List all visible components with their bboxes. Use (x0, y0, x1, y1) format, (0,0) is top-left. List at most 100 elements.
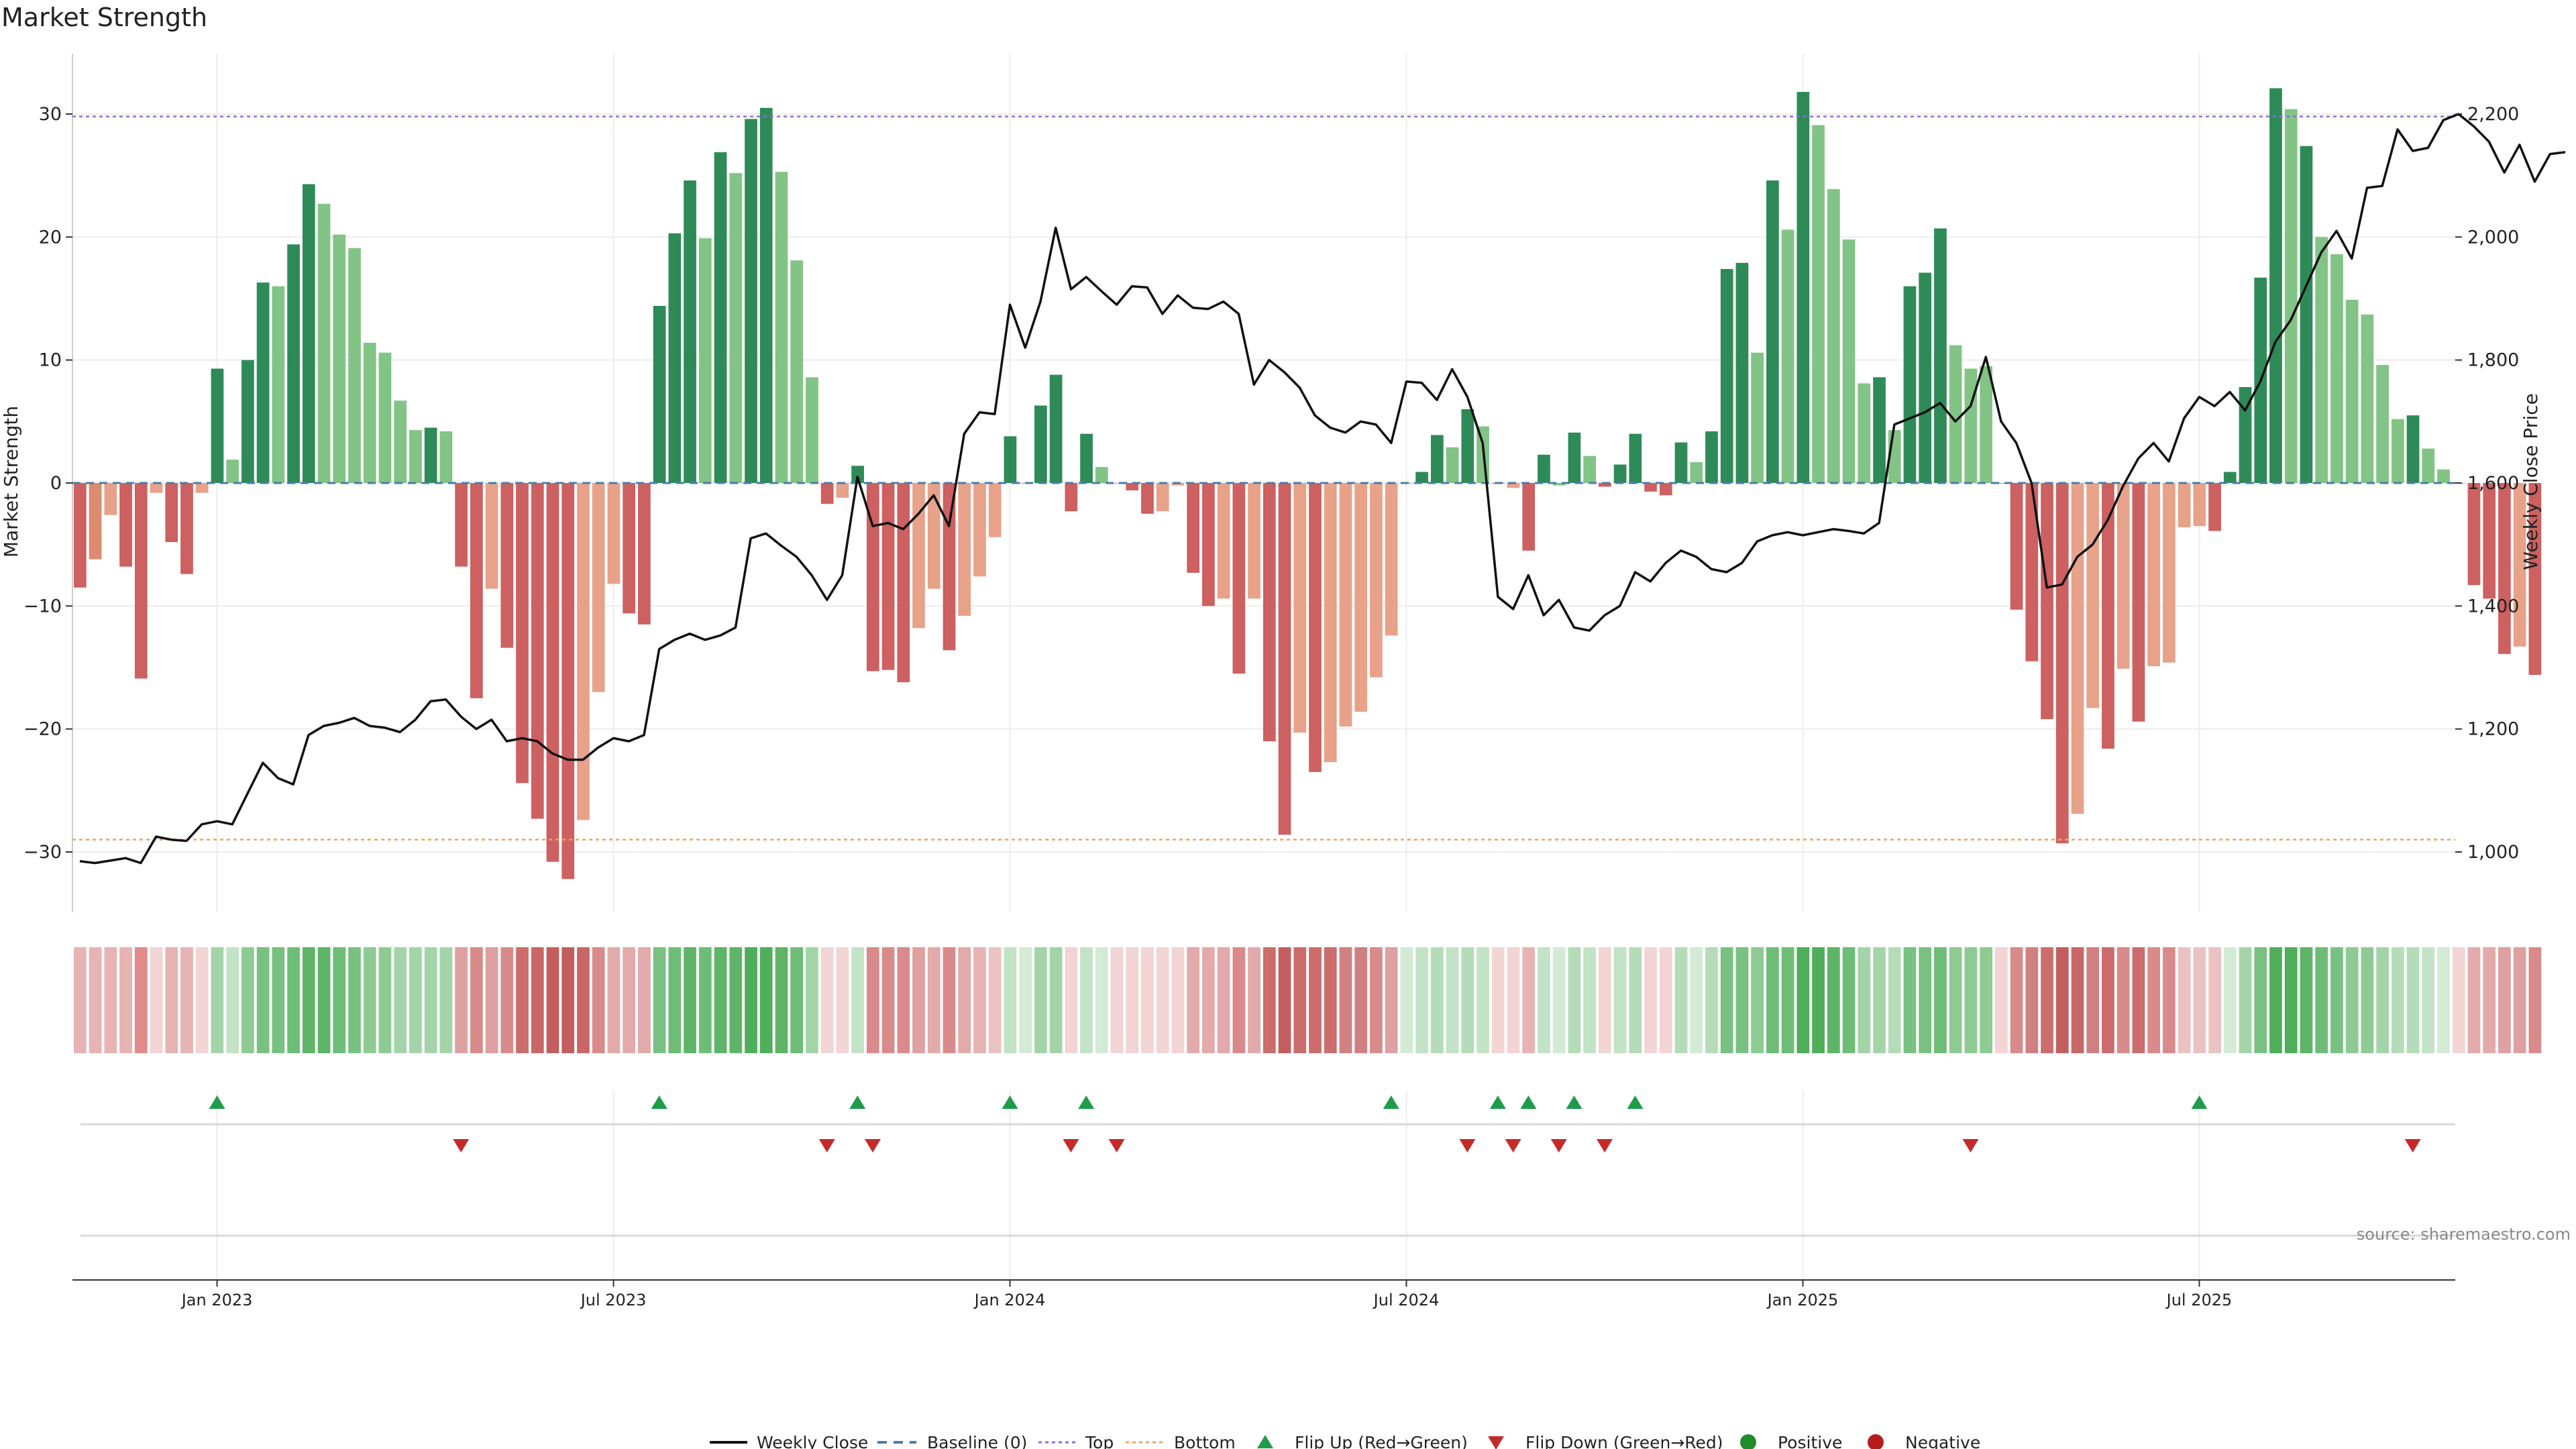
strength-bar (2178, 483, 2191, 527)
y2-tick-label: 1,200 (2467, 719, 2519, 740)
flip-down-marker (2404, 1139, 2421, 1152)
heat-cell (2071, 947, 2084, 1053)
flip-up-marker (1520, 1095, 1537, 1109)
strength-bar (1034, 405, 1047, 483)
strength-bar (1766, 180, 1779, 483)
strength-bar (317, 203, 331, 483)
heat-cell (2345, 947, 2359, 1053)
strength-bar (2102, 483, 2114, 749)
strength-bar (958, 483, 971, 616)
heat-cell (638, 947, 651, 1053)
heat-cell (1126, 947, 1139, 1053)
strength-bar (592, 483, 605, 692)
heat-cell (775, 947, 788, 1053)
strength-bar (1217, 483, 1230, 599)
heat-cell (714, 947, 727, 1053)
strength-bar (439, 431, 453, 483)
heat-cell (2239, 947, 2252, 1053)
heat-cell (2437, 947, 2450, 1053)
strength-bar (485, 483, 498, 589)
strength-bar (745, 119, 757, 483)
heat-cell (470, 947, 483, 1053)
strength-bar (1461, 409, 1474, 483)
heat-cell (790, 947, 804, 1053)
heat-cell (2315, 947, 2328, 1053)
heat-cell (698, 947, 712, 1053)
heat-cell (1309, 947, 1322, 1053)
source-note: source: sharemaestro.com (2357, 1225, 2571, 1244)
heat-cell (2330, 947, 2343, 1053)
heat-cell (1156, 947, 1169, 1053)
heat-cell (2513, 947, 2526, 1053)
heat-cell (1293, 947, 1307, 1053)
strength-bar (866, 483, 879, 672)
strength-bar (1049, 374, 1063, 483)
heat-cell (1232, 947, 1246, 1053)
strength-bar (1248, 483, 1260, 599)
heat-cell (2452, 947, 2465, 1053)
heat-cell (2422, 947, 2435, 1053)
strength-bar (698, 238, 712, 483)
strength-bar (1538, 454, 1550, 483)
heat-cell (1934, 947, 1947, 1053)
heat-cell (455, 947, 468, 1053)
strength-bar (1964, 368, 1978, 483)
legend-label: Negative (1905, 1433, 1980, 1449)
strength-bar (577, 483, 590, 820)
strength-bar (881, 483, 895, 670)
heat-cell (180, 947, 193, 1053)
flip-down-marker (1108, 1139, 1125, 1152)
strength-bar (2147, 483, 2161, 667)
heat-cell (2528, 947, 2542, 1053)
y2-tick-label: 1,600 (2467, 473, 2519, 494)
heat-cell (2132, 947, 2145, 1053)
heat-cell (1980, 947, 1992, 1053)
flip-markers (80, 1095, 2455, 1237)
heat-cell (150, 947, 163, 1053)
heat-cell (1415, 947, 1428, 1053)
heat-cell (577, 947, 590, 1053)
strength-bar (1735, 262, 1749, 483)
strength-bar (241, 360, 254, 483)
strength-bar (1705, 431, 1718, 483)
strength-bar (912, 483, 925, 629)
strength-bar (638, 483, 651, 625)
heat-cell (1751, 947, 1764, 1053)
heat-cell (1095, 947, 1108, 1053)
legend-flip-up-swatch (1257, 1435, 1273, 1448)
heat-cell (1004, 947, 1017, 1053)
heat-cell (2193, 947, 2206, 1053)
strength-bar (1934, 228, 1947, 483)
strength-bar (927, 483, 941, 589)
heat-cell (1949, 947, 1962, 1053)
x-tick-label: Jul 2023 (580, 1291, 647, 1309)
strength-bar (74, 483, 87, 588)
strength-bar (1278, 483, 1291, 835)
heat-cell (333, 947, 346, 1053)
strength-bar (378, 352, 392, 483)
heat-cell (2223, 947, 2237, 1053)
heat-cell (2055, 947, 2069, 1053)
strength-bar (1385, 483, 1398, 636)
heat-cell (1613, 947, 1627, 1053)
heat-cell (2284, 947, 2298, 1053)
heat-cell (1339, 947, 1352, 1053)
heat-cell (485, 947, 498, 1053)
heat-cell (2178, 947, 2191, 1053)
heat-cell (1659, 947, 1672, 1053)
strength-bar (1659, 483, 1672, 496)
y-tick-label: −10 (23, 596, 62, 616)
strength-bar (1095, 467, 1108, 483)
strength-bar (424, 427, 437, 483)
heat-cell (592, 947, 605, 1053)
heat-cell (531, 947, 544, 1053)
heat-cell (1034, 947, 1047, 1053)
strength-bar (546, 483, 559, 862)
heat-cell (1477, 947, 1489, 1053)
legend-positive-swatch (1740, 1434, 1756, 1449)
strength-bar (1568, 432, 1581, 483)
y-tick-label: 10 (39, 350, 62, 371)
heat-cell (2025, 947, 2039, 1053)
heat-cell (1370, 947, 1383, 1053)
